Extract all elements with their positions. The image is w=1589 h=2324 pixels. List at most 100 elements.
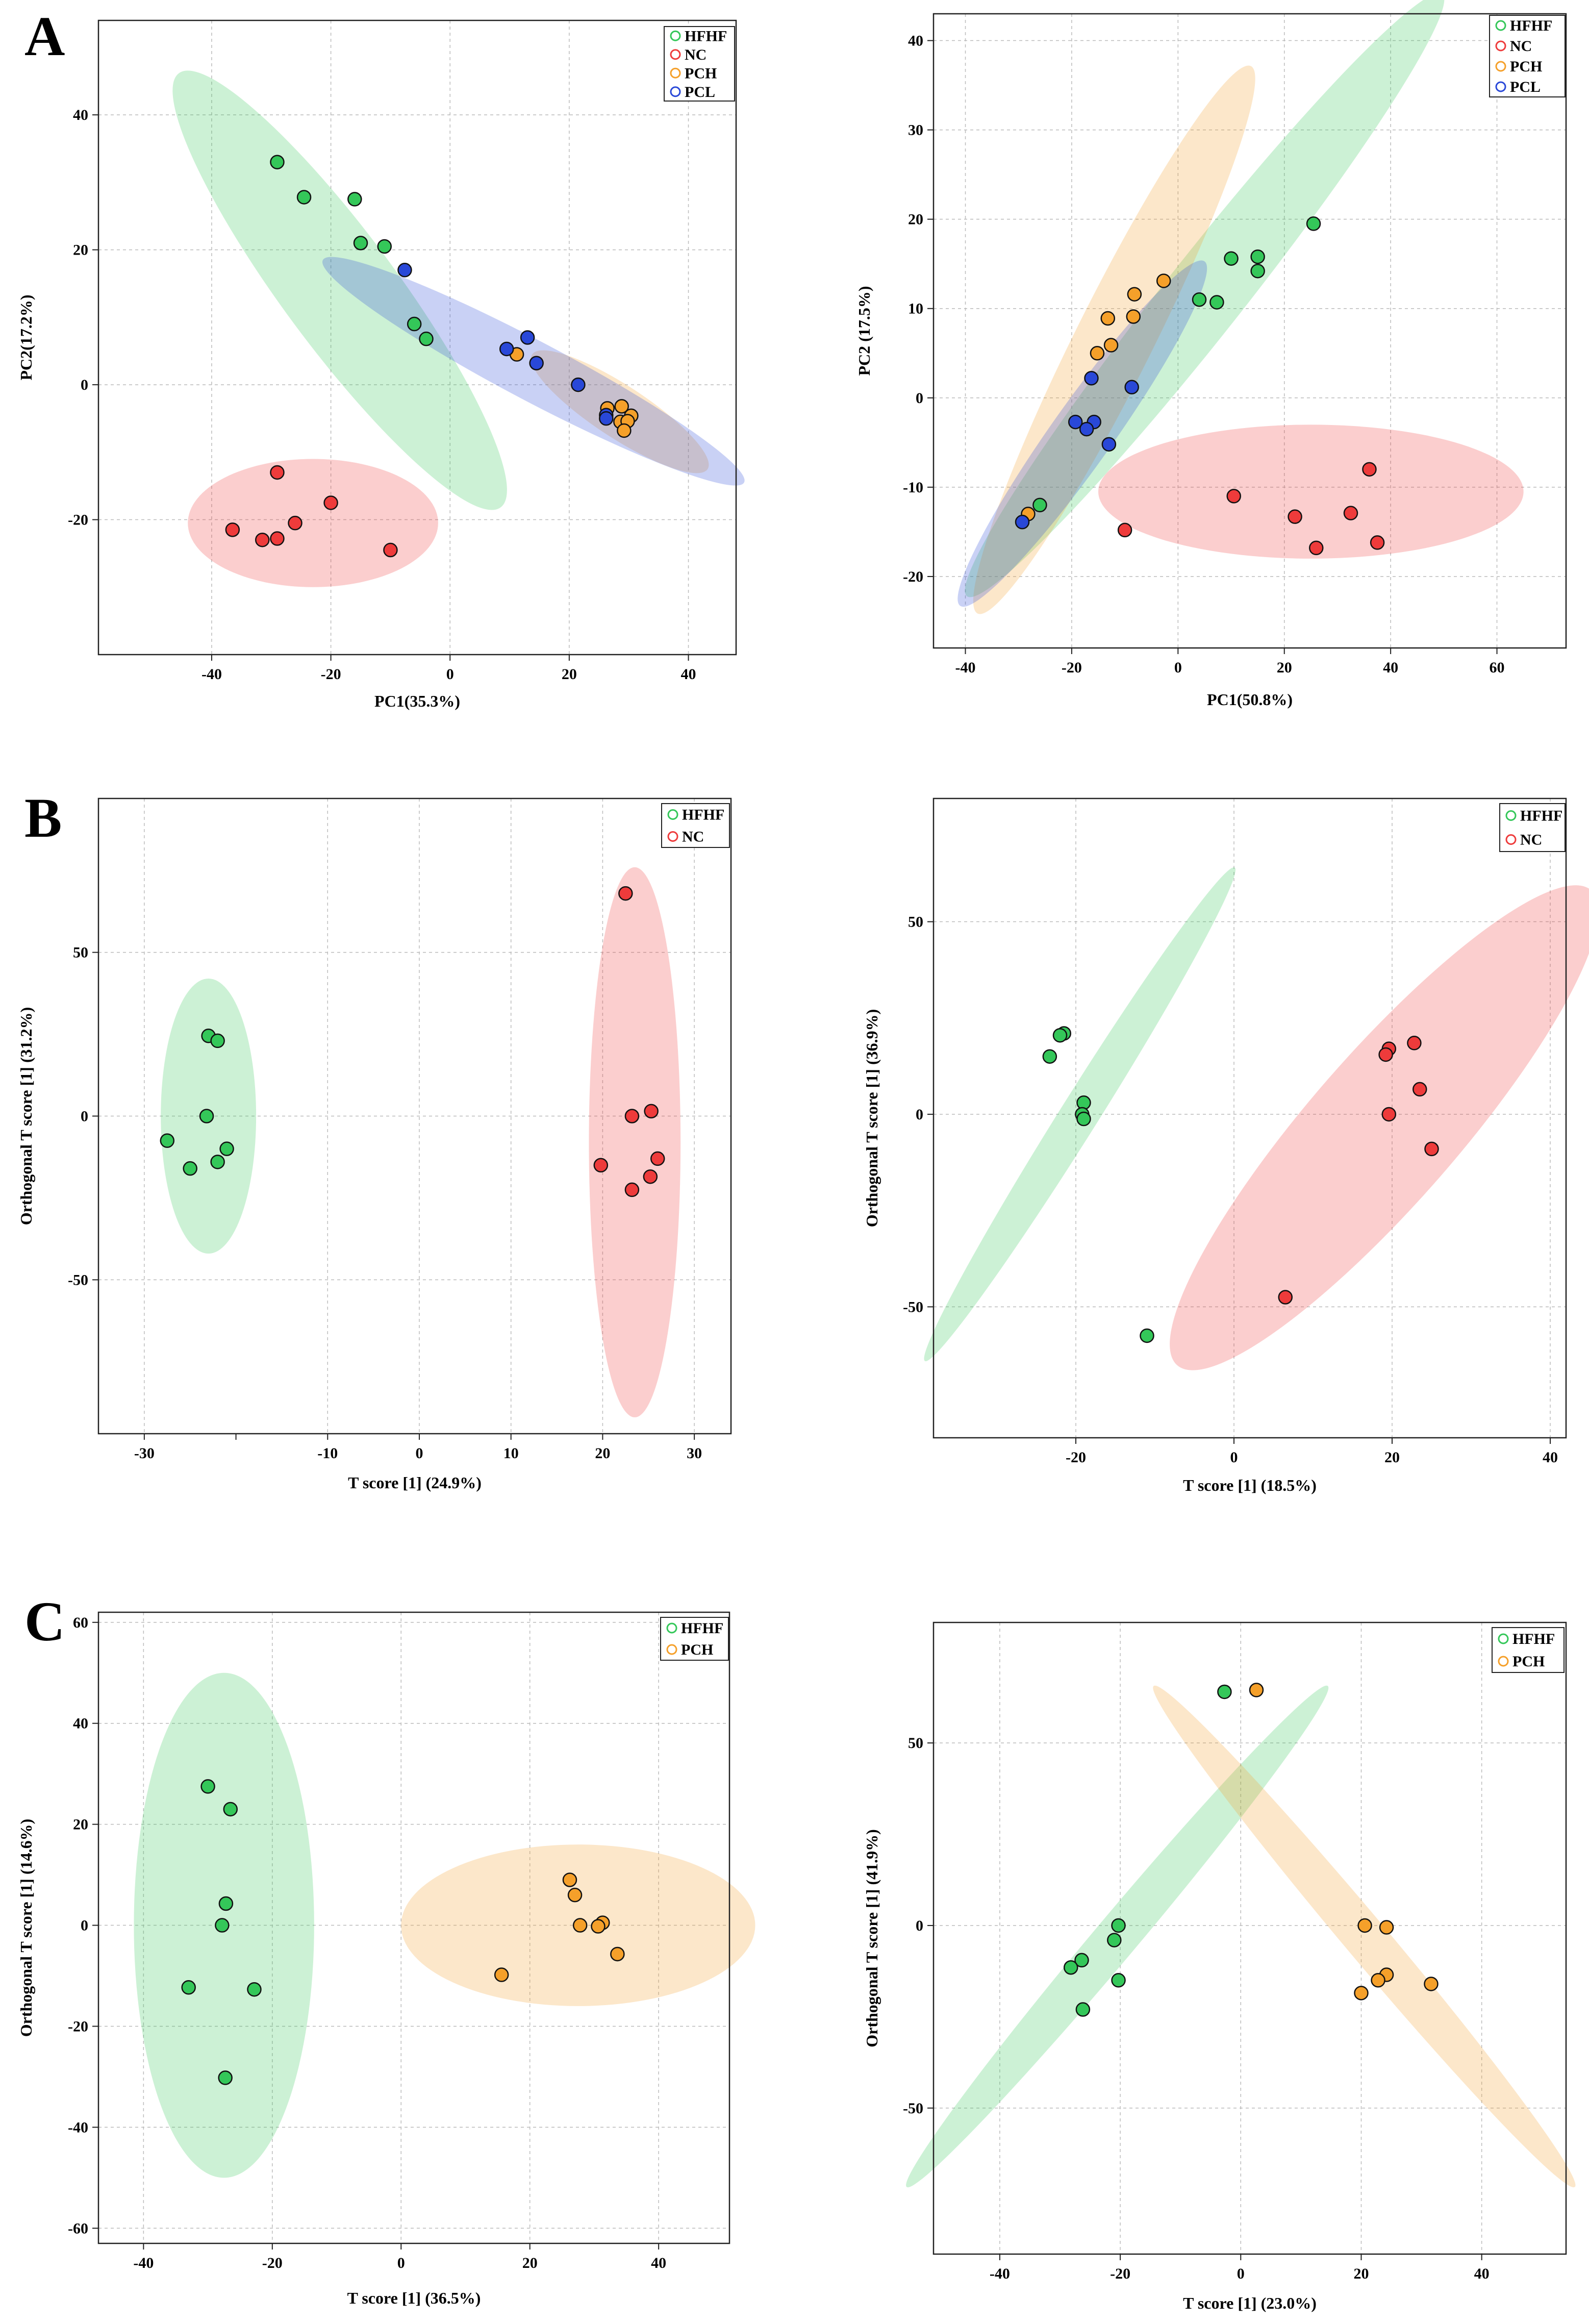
point-pch [572,1918,588,1933]
series-hfhf [1064,1684,1232,2017]
y-axis-label: PC2(17.2%) [17,295,35,381]
point-nc [1381,1107,1397,1122]
ellipse-hfhf [172,70,507,510]
legend-label-hfhf: HFHF [1520,808,1562,824]
point-pch [562,1872,577,1887]
x-tick-label: 20 [562,666,577,683]
point-nc [1424,1141,1439,1157]
point-hfhf [181,1980,196,1995]
x-axis-label: T score [1] (23.0%) [1183,2294,1317,2312]
point-nc [255,532,270,547]
legend-marker-pch [1498,1656,1509,1667]
point-hfhf [1217,1684,1232,1700]
legend-label-hfhf: HFHF [685,28,727,44]
legend-label-nc: NC [1520,832,1542,848]
y-tick-label: -50 [903,1298,923,1315]
y-tick-label: 60 [73,1614,88,1631]
point-nc [1370,535,1385,550]
point-hfhf [218,2070,233,2085]
x-tick-label: 0 [397,2255,405,2271]
y-tick-label: -50 [903,2100,923,2117]
legend-label-pcl: PCL [1510,79,1541,95]
legend-box [664,26,735,102]
ellipse-nc [1098,424,1524,559]
point-hfhf [1192,292,1207,307]
x-tick-label: -40 [955,659,976,676]
point-pcl [397,263,412,278]
plot-area [98,1612,729,2243]
x-axis: -40 -20 0 20 40 [133,2243,666,2271]
series-hfhf [1042,1026,1154,1343]
point-hfhf [1107,1933,1122,1947]
x-tick-label: 40 [1543,1449,1558,1466]
point-hfhf [296,190,312,205]
legend-label-pch: PCH [1510,58,1542,75]
y-tick-label: 50 [908,1735,923,1752]
point-pch [1103,338,1119,353]
grid [934,14,1566,648]
plot-area [934,1622,1566,2254]
y-tick-label: 40 [73,1715,88,1732]
legend-marker-hfhf [1495,20,1506,31]
plot-frame [932,13,1567,649]
point-nc [1117,522,1132,538]
legend-label-pch: PCH [1512,1653,1545,1670]
x-axis-label: T score [1] (24.9%) [348,1473,482,1492]
point-hfhf [1074,1953,1089,1968]
series-pch [1249,1683,1439,2001]
series-pcl [397,263,614,426]
point-hfhf [160,1133,175,1148]
legend-marker-nc [667,831,678,842]
panel-label-b: B [24,787,62,849]
point-nc [288,515,302,531]
y-tick-label: 0 [81,1917,88,1934]
y-tick-label: 0 [916,1106,923,1123]
point-hfhf [210,1155,225,1169]
series-nc [225,465,398,558]
x-tick-label: 20 [522,2255,538,2271]
point-hfhf [407,316,422,332]
point-pcl [1101,437,1117,452]
legend-marker-hfhf [670,30,681,41]
plot-area [934,798,1566,1438]
point-nc [618,886,633,901]
x-tick-label: 60 [1490,659,1505,676]
y-tick-label: -20 [903,568,923,585]
series-pch [509,347,639,438]
point-hfhf [1306,216,1321,231]
x-axis-label: T score [1] (18.5%) [1183,1476,1317,1494]
x-tick-label: 40 [1474,2265,1490,2282]
legend-label-nc: NC [682,829,704,845]
point-nc [270,531,285,546]
series-nc [1117,462,1385,556]
point-nc [270,465,285,480]
point-nc [1309,540,1324,556]
y-tick-label: -40 [68,2119,88,2136]
point-hfhf [347,192,362,207]
y-axis: -50 0 50 [903,914,934,1315]
x-tick-label: -10 [317,1445,338,1462]
y-tick-label: 30 [908,122,923,139]
point-hfhf [270,155,285,169]
ellipse-pcl [322,257,745,486]
y-tick-label: 40 [73,107,88,123]
point-hfhf [377,239,392,254]
x-tick-label: 30 [687,1445,702,1462]
point-pch [1127,287,1142,302]
chart-a1: -40 -20 0 20 40 -20 0 20 40 PC1(35.3%) PC2(17.2%) H… [17,19,745,710]
y-axis: -50 0 50 [903,1735,934,2117]
legend-label-pch: PCH [681,1641,713,1658]
chart-a2: -40 -20 0 20 40 60 -20 -10 0 10 20 30 40 PC1(50.8%) PC… [855,0,1567,709]
chart-c1: -40 -20 0 20 40 -60 -40 -20 0 20 40 60 T score [1] (… [17,1611,755,2307]
series-hfhf [181,1779,262,2085]
legend-marker-nc [1495,40,1506,52]
y-tick-label: 0 [916,390,923,407]
point-hfhf [1052,1028,1068,1043]
point-pcl [571,377,586,392]
point-hfhf [1111,1973,1126,1988]
y-axis: -50 0 50 [68,944,98,1288]
point-pcl [520,330,535,345]
legend-marker-hfhf [1498,1633,1509,1644]
point-nc [644,1104,659,1119]
x-axis-label: PC1(35.3%) [374,692,460,710]
